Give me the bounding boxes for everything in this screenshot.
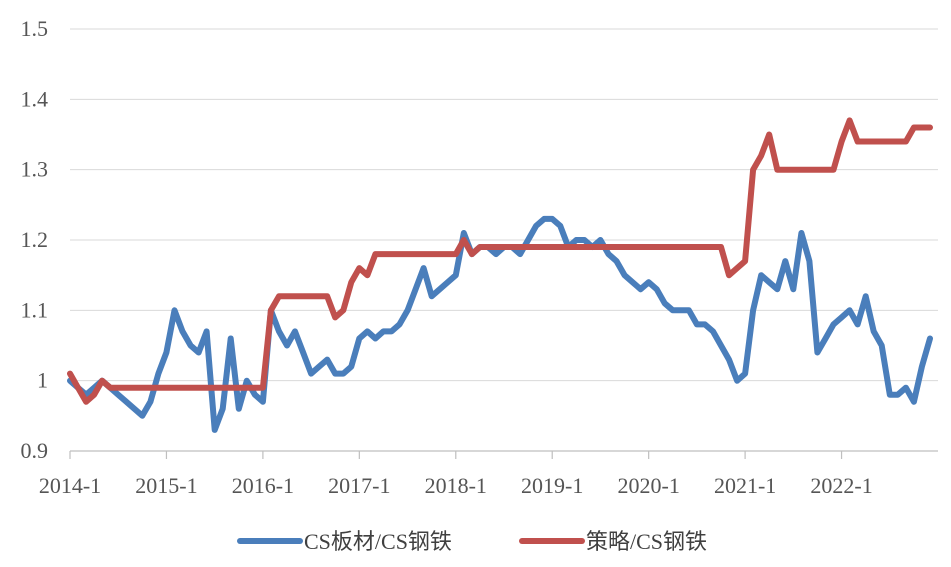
series-line-0 bbox=[67, 215, 933, 433]
x-tick-label: 2015-1 bbox=[135, 473, 197, 498]
y-tick-label: 1.4 bbox=[21, 86, 49, 111]
y-tick-label: 1.1 bbox=[21, 297, 49, 322]
series-lines bbox=[67, 117, 933, 433]
x-tick-label: 2018-1 bbox=[425, 473, 487, 498]
y-tick-label: 0.9 bbox=[21, 438, 49, 463]
x-tick-label: 2014-1 bbox=[39, 473, 101, 498]
legend-label-0: CS板材/CS钢铁 bbox=[304, 529, 452, 554]
gridlines bbox=[70, 28, 938, 382]
x-tick-label: 2017-1 bbox=[328, 473, 390, 498]
x-tick-label: 2022-1 bbox=[810, 473, 872, 498]
series-line-1 bbox=[67, 117, 933, 405]
y-tick-labels: 0.9 1 1.1 1.2 1.3 1.4 1.5 bbox=[21, 16, 49, 463]
x-tick-label: 2016-1 bbox=[232, 473, 294, 498]
y-tick-label: 1.3 bbox=[21, 157, 49, 182]
x-tick-labels: 2014-1 2015-1 2016-1 2017-1 2018-1 2019-1 2020… bbox=[39, 473, 873, 498]
x-tick-label: 2021-1 bbox=[714, 473, 776, 498]
legend-label-1: 策略/CS钢铁 bbox=[586, 529, 707, 554]
y-tick-label: 1 bbox=[37, 368, 48, 393]
legend: CS板材/CS钢铁 策略/CS钢铁 bbox=[237, 529, 707, 554]
x-tick-label: 2020-1 bbox=[618, 473, 680, 498]
y-tick-label: 1.2 bbox=[21, 227, 49, 252]
axes bbox=[69, 450, 938, 459]
x-tick-label: 2019-1 bbox=[521, 473, 583, 498]
y-tick-label: 1.5 bbox=[21, 16, 49, 41]
